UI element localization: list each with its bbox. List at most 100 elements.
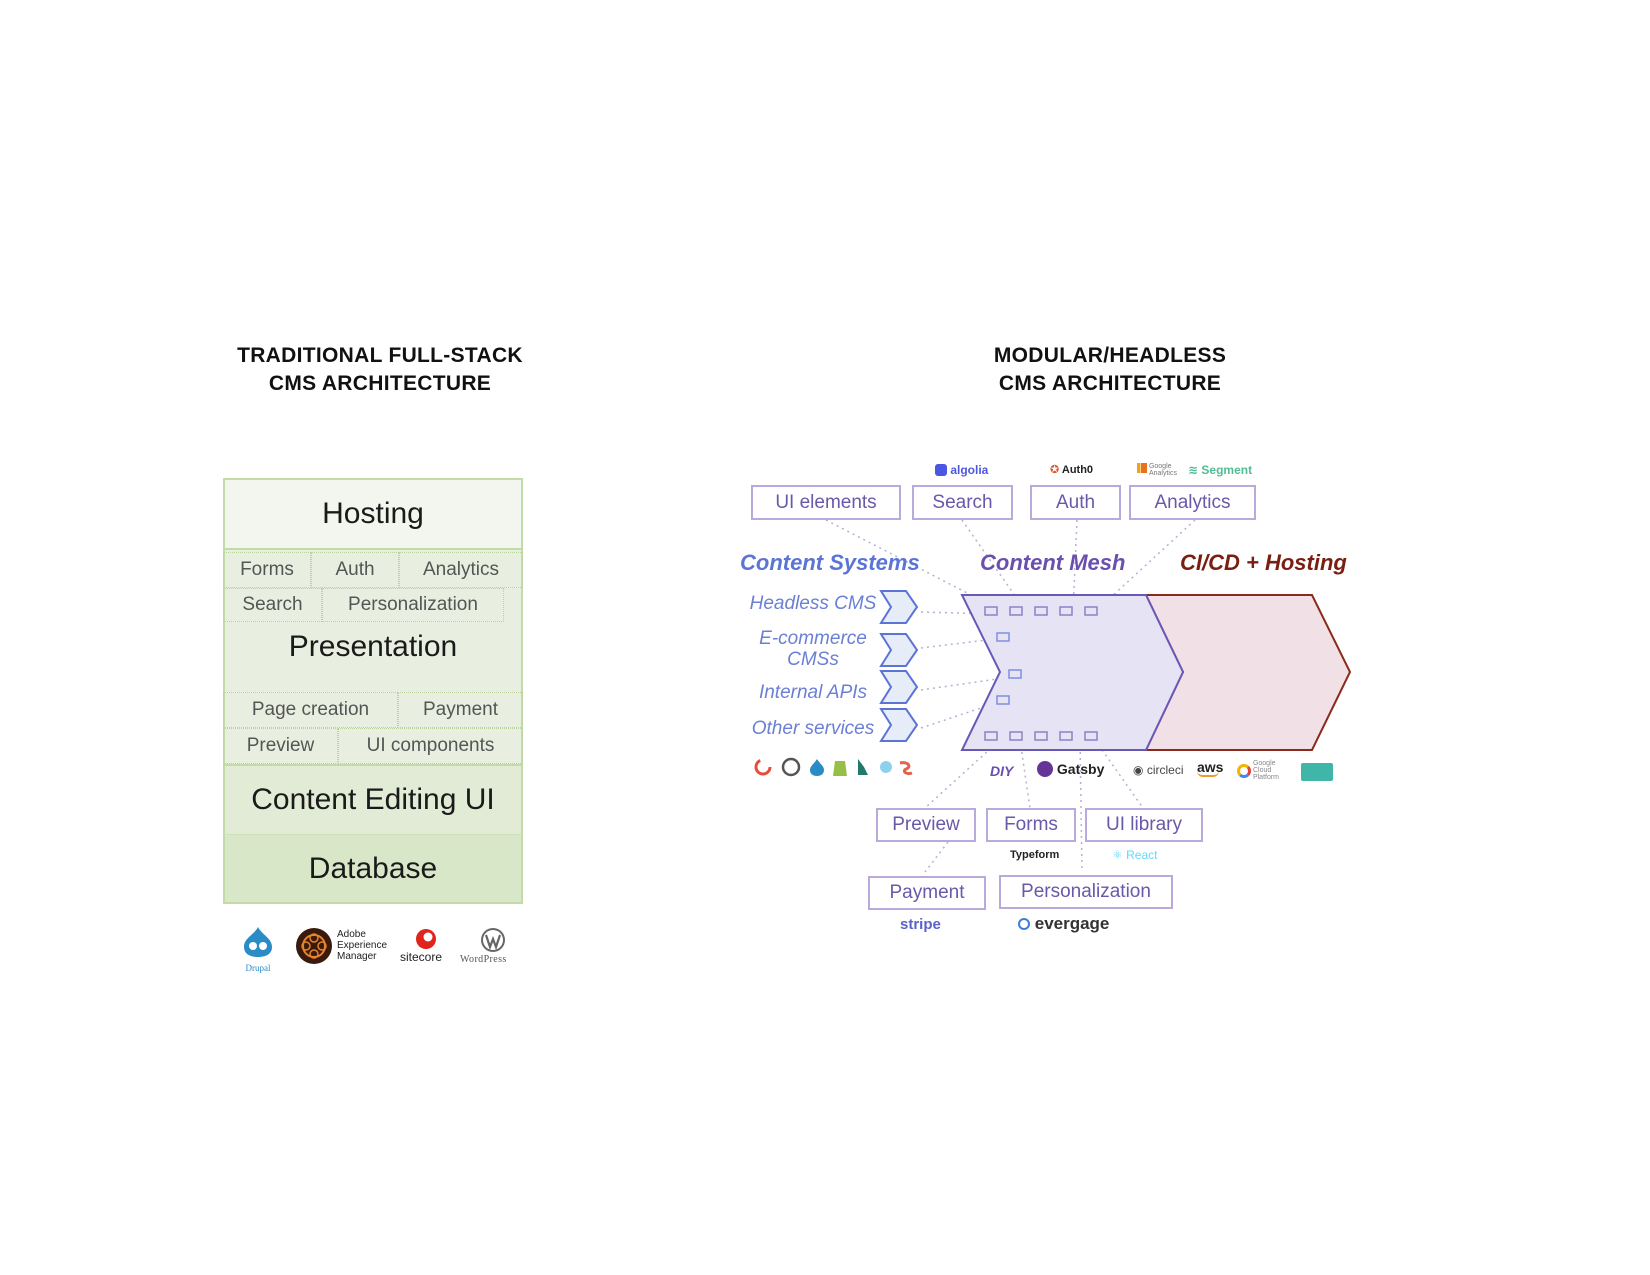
preview-label: Preview bbox=[892, 814, 960, 835]
analytics-box: Analytics bbox=[1129, 485, 1256, 520]
feature-forms-label: Forms bbox=[240, 559, 294, 580]
content-system-vendor-icons bbox=[754, 757, 913, 777]
aem-flower-icon bbox=[296, 928, 332, 964]
traditional-vendor-logos: Drupal Adobe Experience Manager sitecore… bbox=[240, 926, 530, 973]
google-cloud-icon bbox=[1237, 763, 1251, 778]
google-cloud-label: Google Cloud Platform bbox=[1252, 760, 1280, 781]
auth0-label: Auth0 bbox=[1061, 464, 1094, 476]
google-cloud-brand: Google Cloud Platform bbox=[1237, 760, 1295, 781]
wordpress-logo: WordPress bbox=[460, 927, 530, 969]
aws-smile-icon bbox=[1197, 771, 1219, 777]
chevron-ecommerce bbox=[879, 633, 919, 667]
feature-page-creation: Page creation bbox=[223, 692, 398, 728]
content-systems-heading: Content Systems bbox=[740, 550, 920, 575]
internal-apis-label: Internal APIs bbox=[758, 682, 868, 703]
content-editing-label: Content Editing UI bbox=[251, 783, 495, 816]
shopify-icon bbox=[833, 761, 847, 776]
headless-cms-label: Headless CMS bbox=[749, 593, 877, 614]
database-layer: Database bbox=[223, 834, 523, 904]
drupal-small-icon bbox=[810, 759, 824, 776]
aem-logo: Adobe Experience Manager bbox=[295, 927, 395, 967]
google-analytics-icon bbox=[1137, 463, 1147, 473]
forms-label: Forms bbox=[1004, 814, 1058, 835]
segment-icon: ≋ bbox=[1188, 463, 1199, 477]
sitecore-icon bbox=[416, 929, 436, 949]
gatsby-icon bbox=[1037, 761, 1053, 777]
mesh-port-top-2 bbox=[1009, 606, 1023, 616]
gatsby-label: Gatsby bbox=[1056, 761, 1105, 777]
forms-box: Forms bbox=[986, 808, 1076, 842]
circleci-label: circleci bbox=[1146, 763, 1184, 777]
ui-elements-label: UI elements bbox=[775, 491, 877, 513]
algolia-label: algolia bbox=[950, 463, 989, 477]
google-analytics-label: Google Analytics bbox=[1148, 463, 1177, 477]
wordpress-label: WordPress bbox=[460, 954, 507, 965]
gatsby-brand: Gatsby bbox=[1037, 761, 1104, 777]
traditional-title-line1: TRADITIONAL FULL-STACK bbox=[237, 344, 523, 367]
modular-title: MODULAR/HEADLESS CMS ARCHITECTURE bbox=[920, 342, 1300, 398]
feature-search-label: Search bbox=[242, 594, 303, 615]
diy-label: DIY bbox=[990, 763, 1014, 779]
hosting-layer: Hosting bbox=[223, 478, 523, 550]
react-small-icon bbox=[880, 761, 892, 773]
contentful-icon bbox=[754, 758, 772, 776]
feature-analytics: Analytics bbox=[399, 552, 523, 588]
search-box: Search bbox=[912, 485, 1013, 520]
feature-ui-components-label: UI components bbox=[366, 735, 495, 756]
connector-preview bbox=[924, 739, 1001, 809]
react-icon: ⚛ bbox=[1112, 848, 1123, 862]
sitecore-label: sitecore bbox=[400, 950, 443, 964]
typeform-brand: Typeform bbox=[1010, 849, 1060, 861]
mesh-port-top-5 bbox=[1084, 606, 1098, 616]
stripe-brand: stripe bbox=[900, 916, 941, 933]
hosting-label: Hosting bbox=[322, 497, 424, 530]
react-label: React bbox=[1126, 848, 1158, 862]
ecommerce-label-line2: CMSs bbox=[787, 649, 839, 670]
ecommerce-label: E-commerce CMSs bbox=[748, 628, 878, 670]
ui-library-label: UI library bbox=[1105, 814, 1182, 835]
sanity-icon bbox=[899, 761, 913, 775]
feature-preview-label: Preview bbox=[246, 735, 315, 756]
wordpress-icon bbox=[481, 928, 505, 952]
segment-brand: ≋ Segment bbox=[1188, 463, 1252, 477]
modular-title-line2: CMS ARCHITECTURE bbox=[998, 372, 1222, 395]
mesh-port-left-3 bbox=[996, 695, 1010, 705]
aem-text: Adobe Experience Manager bbox=[337, 929, 387, 962]
aem-text-line1: Adobe bbox=[337, 929, 366, 940]
database-label: Database bbox=[308, 851, 438, 885]
circleci-brand: ◉ circleci bbox=[1133, 763, 1184, 777]
aem-text-line3: Manager bbox=[337, 951, 377, 962]
evergage-label: evergage bbox=[1034, 914, 1110, 933]
drupal-logo: Drupal bbox=[240, 926, 280, 973]
chevron-other-services bbox=[879, 708, 919, 742]
personalization-label: Personalization bbox=[1021, 881, 1151, 902]
ecommerce-label-line1: E-commerce bbox=[759, 628, 867, 649]
mesh-port-top-1 bbox=[984, 606, 998, 616]
mesh-port-bottom-1 bbox=[984, 731, 998, 741]
bigcommerce-icon bbox=[858, 759, 868, 775]
mesh-port-bottom-2 bbox=[1009, 731, 1023, 741]
algolia-brand: algolia bbox=[935, 463, 988, 477]
algolia-icon bbox=[935, 464, 947, 476]
drupal-label: Drupal bbox=[245, 963, 271, 973]
preview-box: Preview bbox=[876, 808, 976, 842]
connector-payment bbox=[924, 841, 949, 873]
cicd-hosting-heading: CI/CD + Hosting bbox=[1180, 550, 1347, 575]
feature-personalization: Personalization bbox=[322, 588, 504, 622]
aws-label: aws bbox=[1197, 759, 1224, 775]
connector-ui-library bbox=[1094, 739, 1144, 809]
mesh-port-top-4 bbox=[1059, 606, 1073, 616]
feature-personalization-label: Personalization bbox=[348, 594, 478, 615]
connector-ecommerce bbox=[920, 637, 1005, 649]
drupal-drop-icon bbox=[244, 927, 272, 957]
react-brand: ⚛ React bbox=[1112, 848, 1157, 862]
feature-auth: Auth bbox=[311, 552, 399, 588]
feature-payment-label: Payment bbox=[423, 699, 498, 720]
modular-title-line1: MODULAR/HEADLESS bbox=[993, 344, 1227, 367]
mesh-port-bottom-4 bbox=[1059, 731, 1073, 741]
mesh-port-bottom-5 bbox=[1084, 731, 1098, 741]
evergage-icon bbox=[1018, 918, 1030, 930]
mesh-port-bottom-3 bbox=[1034, 731, 1048, 741]
aem-text-line2: Experience bbox=[337, 940, 388, 951]
